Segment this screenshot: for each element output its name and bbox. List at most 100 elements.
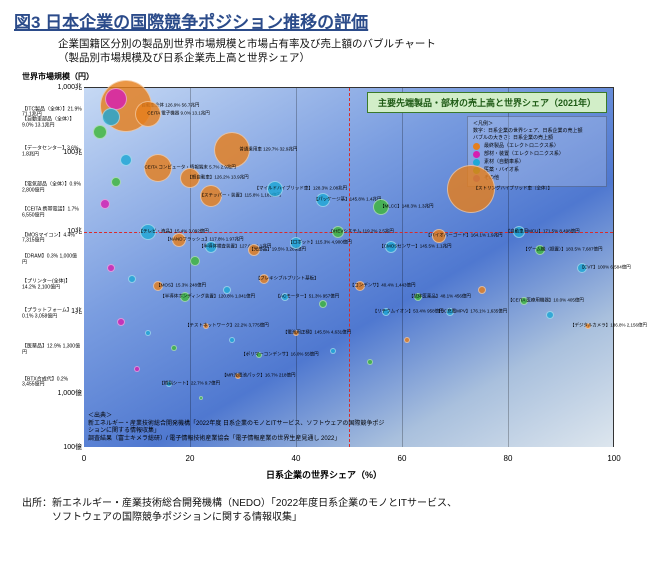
bubble-label: 【半導体ボンディング装置】120.8% 1,041億円 [160,295,255,300]
bubble [319,300,327,308]
bubble [180,168,200,188]
side-annotation: 【データセンター】3.6% 1.8兆円 [22,147,82,158]
chart-banner: 主要先端製品・部材の売上高と世界シェア（2021年） [367,92,607,113]
bubble [446,308,454,316]
bubble [105,88,127,110]
bubble-chart: 世界市場規模（円） 主要先端製品・部材の売上高と世界シェア（2021年）＜凡例＞… [22,71,626,491]
x-tick: 60 [398,454,407,463]
bubble [355,281,365,291]
side-annotation: 【医薬品】12.9% 1,300億円 [22,345,82,356]
bubble [229,337,235,343]
side-annotation: 【BTX合成代】0.2% 3,455億円 [22,377,82,388]
x-tick: 40 [292,454,301,463]
legend-note: 数字：日系企業の世界シェア、日系企業の売上額 [473,128,601,135]
side-annotation: 【電気部品（全体）】0.9% 2,800億円 [22,183,82,194]
bubble [111,177,121,187]
bubble [577,263,587,273]
bubble [128,275,136,283]
bubble [447,165,495,213]
side-annotation: 【CEITA 携帯電話】1.7% 6,550億円 [22,208,82,219]
bubble-label: 【ポリマーコンデンサ】16.0% 55億円 [241,352,319,357]
legend-label: 最終製品（エレクトロニクス系） [484,143,559,150]
side-annotation: 【プリンター(全体)】14.2% 2,100億円 [22,280,82,291]
bubble [520,297,528,305]
bubble [256,352,262,358]
side-annotation: 【自動車部品（全体）】9.0% 13.1兆円 [22,118,82,129]
bubble [513,226,525,238]
bubble [385,241,397,253]
y-axis-label: 世界市場規模（円） [22,71,94,82]
legend-item: 医薬・バイオ系 [473,167,601,174]
bubble [332,226,344,238]
y-tick: 1,000億 [48,388,82,398]
bubble [107,264,115,272]
bubble [144,154,172,182]
reference-vline [349,88,350,447]
bubble [316,193,330,207]
legend-item: 最終製品（エレクトロニクス系） [473,143,601,150]
subtitle-line2: （製品別市場規模及び日系企業売上高と世界シェア） [58,52,310,64]
bubble [180,292,190,302]
legend-item: 素材（自動車系） [473,159,601,166]
reference-hline [84,232,613,233]
plot-area: 主要先端製品・部材の売上高と世界シェア（2021年）＜凡例＞数字：日系企業の世界… [84,87,614,447]
bubble [100,199,110,209]
bubble [382,308,390,316]
x-tick: 20 [186,454,195,463]
legend-swatch-icon [473,151,480,158]
x-tick: 0 [82,454,86,463]
y-tick: 100億 [48,442,82,452]
bubble [120,154,132,166]
bubble [404,337,410,343]
bubble [200,185,222,207]
legend-label: 医薬・バイオ系 [484,167,519,174]
y-tick: 1,000兆 [48,82,82,92]
bubble [223,286,231,294]
footer-line2: ソフトウェアの国際競争ポジションに関する情報収集」 [22,512,302,523]
footer-line1: 出所：新エネルギー・産業技術総合開発機構（NEDO）「2022年度日系企業のモノ… [22,498,457,509]
subtitle-line1: 企業国籍区分別の製品別世界市場規模と市場占有率及び売上額のバブルチャート [58,38,436,50]
bubble [214,132,250,168]
bubble [367,359,373,365]
bubble [190,256,200,266]
bubble-label: 【MOS】15.3% 248億円 [156,284,206,289]
legend-label: 素材（自動車系） [484,159,524,166]
bubble [259,274,269,284]
legend-swatch-icon [473,143,480,150]
figure-title: 図3 日本企業の国際競争ポジション推移の評価 [14,8,636,33]
bubble [330,348,336,354]
legend-note: バブルの大きさ：日系企業の売上額 [473,135,601,142]
bubble [373,199,389,215]
legend-item: 部材・装置（エレクトロニクス系） [473,151,601,158]
bubble [478,286,486,294]
bubble [535,245,545,255]
bubble-label: 【デジタルカメラ】186.8% 2,156億円 [570,324,647,329]
side-annotation: 【プラットフォーム】0.1% 3,058億円 [22,309,82,320]
bubble [281,293,289,301]
footer-source: 出所：新エネルギー・産業技術総合開発機構（NEDO）「2022年度日系企業のモノ… [22,497,636,525]
bubble-label: 【テストネットワーク】22.2% 3,775億円 [185,324,269,329]
bubble [172,233,186,247]
bubble [145,330,151,336]
bubble [140,224,156,240]
bubble [546,311,554,319]
figure-subtitle: 企業国籍区分別の製品別世界市場規模と市場占有率及び売上額のバブルチャート （製品… [58,37,636,65]
x-tick: 100 [607,454,620,463]
bubble [235,373,241,379]
side-annotation: 【MOSマイコン】4.4% 7,315億円 [22,233,82,244]
bubble [117,318,125,326]
side-annotation: 【DRAM】0.3% 1,000億円 [22,255,82,266]
bubble-label: 【CVT】100% 6,584億円 [580,266,631,271]
x-tick: 80 [504,454,513,463]
bubble [171,345,177,351]
chart-source: ＜出典＞ 新エネルギー・産業技術総合開発機構「2022年度 日系企業のモノとIT… [88,413,388,443]
bubble [153,281,163,291]
bubble [203,323,209,329]
bubble [267,181,283,197]
bubble [199,396,203,400]
x-axis-label: 日系企業の世界シェア（%） [266,468,382,481]
bubble [134,366,140,372]
bubble [585,323,591,329]
bubble [93,125,107,139]
bubble [414,293,422,301]
